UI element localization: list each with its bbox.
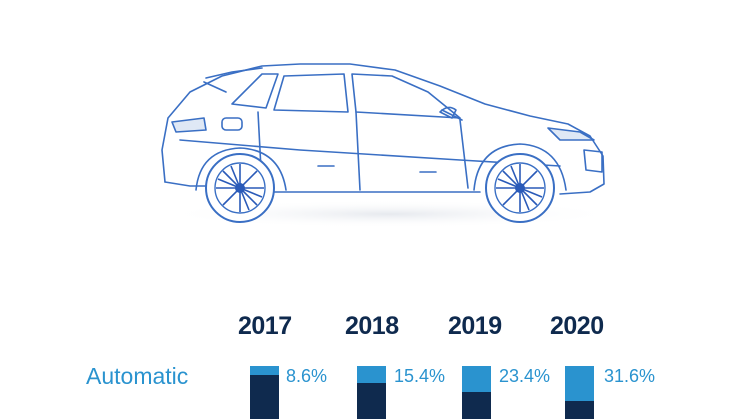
year-label-2018: 2018 bbox=[345, 312, 399, 340]
car-illustration bbox=[160, 63, 620, 228]
bar-2018 bbox=[357, 366, 386, 419]
year-label-2017: 2017 bbox=[238, 312, 292, 340]
series-label-automatic: Automatic bbox=[86, 363, 189, 389]
bar-fill-2018 bbox=[357, 366, 386, 383]
bar-fill-2019 bbox=[462, 366, 491, 392]
pct-label-2017: 8.6% bbox=[286, 366, 328, 386]
pct-label-2020: 31.6% bbox=[604, 366, 656, 386]
bar-2019 bbox=[462, 366, 491, 419]
bar-fill-2020 bbox=[565, 366, 594, 401]
bar-2017 bbox=[250, 366, 279, 419]
rear-wheel bbox=[205, 153, 275, 223]
pct-label-2019: 23.4% bbox=[499, 366, 551, 386]
bar-fill-2017 bbox=[250, 366, 279, 375]
year-label-2020: 2020 bbox=[550, 312, 604, 340]
pct-label-2018: 15.4% bbox=[394, 366, 446, 386]
year-label-2019: 2019 bbox=[448, 312, 502, 340]
bar-2020 bbox=[565, 366, 594, 419]
front-wheel bbox=[485, 153, 555, 223]
